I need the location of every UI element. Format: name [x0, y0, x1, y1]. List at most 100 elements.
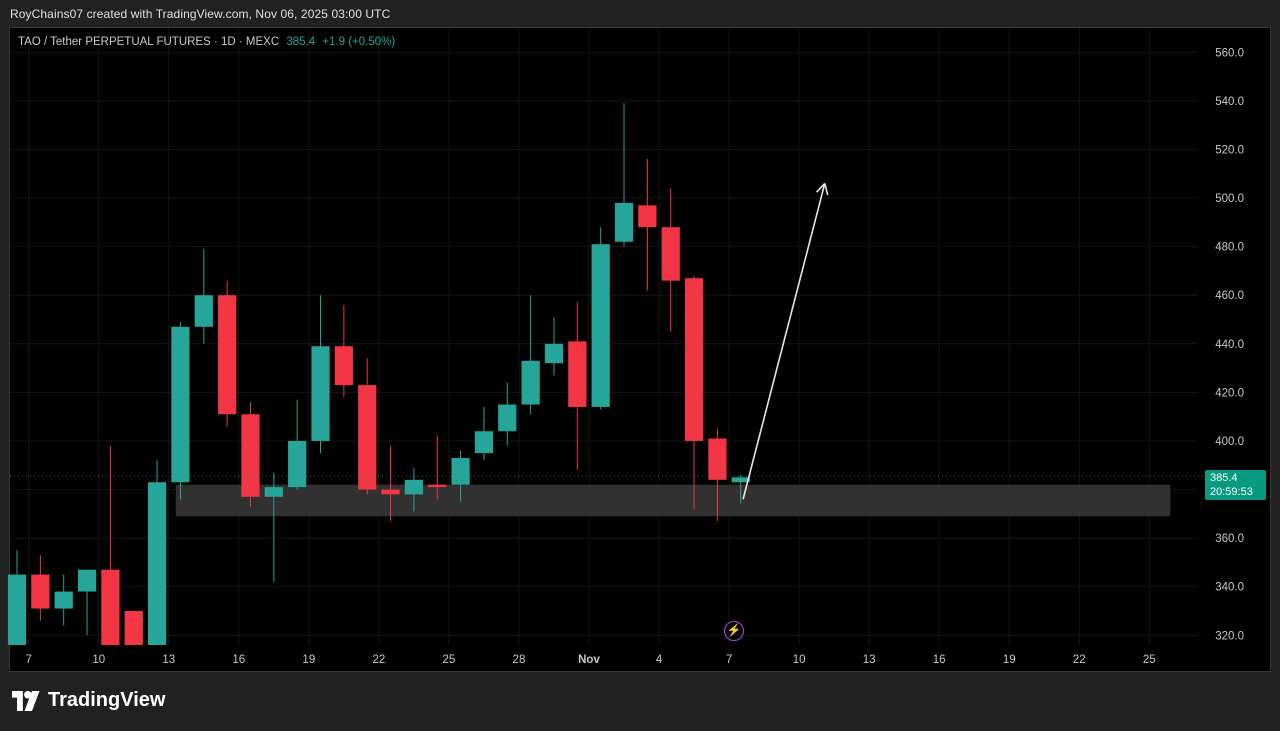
x-tick-label: 10 — [92, 654, 105, 666]
candle — [218, 280, 237, 427]
candle — [451, 450, 470, 502]
candles — [7, 103, 750, 645]
candle-body — [474, 431, 494, 454]
candle-body — [194, 295, 213, 327]
candle — [334, 304, 353, 398]
y-tick-label: 400.0 — [1215, 436, 1244, 448]
arrow-shaft — [742, 183, 826, 500]
candle — [404, 467, 423, 512]
y-tick-label: 520.0 — [1215, 144, 1244, 156]
time-axis: 7 10 13 16 19 22 25 28 Nov 4 7 10 13 16 19 22 25 — [25, 654, 1155, 666]
y-tick-label: 360.0 — [1215, 533, 1244, 545]
candle-body — [7, 574, 27, 645]
price-tag-price: 385.4 — [1210, 472, 1238, 484]
candle — [521, 295, 540, 415]
candle — [684, 275, 704, 509]
candle-body — [428, 484, 447, 488]
candle — [638, 159, 657, 291]
symbol-legend[interactable]: TAO / Tether PERPETUAL FUTURES · 1D · ME… — [18, 36, 395, 48]
support-zone — [175, 484, 1171, 517]
y-tick-label: 460.0 — [1215, 290, 1244, 302]
x-tick-label: 16 — [933, 654, 946, 666]
x-tick-label: 19 — [1003, 654, 1016, 666]
candle-body — [54, 591, 73, 609]
candle — [614, 103, 634, 247]
candle — [661, 188, 680, 332]
y-tick-label: 500.0 — [1215, 193, 1244, 205]
candle-body — [171, 326, 190, 483]
candle-body — [521, 360, 540, 405]
y-tick-label: 560.0 — [1215, 47, 1244, 59]
projection-arrow — [742, 182, 829, 500]
candle-body — [31, 574, 50, 609]
symbol-title: TAO / Tether PERPETUAL FUTURES · 1D · ME… — [18, 36, 280, 48]
x-tick-label: Nov — [578, 654, 600, 666]
candle — [241, 402, 260, 507]
support-zone-rect — [175, 484, 1171, 517]
candle — [124, 610, 143, 645]
candle-body — [334, 346, 353, 386]
candle-body — [731, 477, 750, 483]
arrow-head — [815, 182, 826, 193]
candle-body — [241, 414, 260, 497]
candle-body — [684, 278, 704, 441]
candle-body — [264, 487, 283, 497]
last-price-value: 385.4 — [286, 36, 316, 48]
candle — [708, 428, 727, 522]
candle-body — [147, 482, 167, 645]
candle-body — [544, 343, 564, 364]
candle-body — [358, 385, 377, 490]
candle — [147, 460, 167, 645]
candle — [264, 472, 283, 582]
attribution-text: RoyChains07 created with TradingView.com… — [10, 7, 391, 21]
y-tick-label: 340.0 — [1215, 582, 1244, 594]
x-tick-label: 22 — [372, 654, 385, 666]
candle-body — [591, 244, 610, 407]
x-tick-label: 4 — [656, 654, 663, 666]
candle — [194, 249, 213, 344]
y-tick-label: 540.0 — [1215, 96, 1244, 108]
candle-body — [288, 440, 307, 488]
tradingview-brand[interactable]: TradingView — [12, 689, 165, 712]
candle-body — [661, 227, 680, 281]
x-tick-label: 16 — [232, 654, 245, 666]
candle — [498, 382, 517, 446]
x-tick-label: 13 — [162, 654, 175, 666]
x-tick-label: 19 — [302, 654, 315, 666]
candle-body — [614, 202, 634, 242]
y-tick-label: 420.0 — [1215, 387, 1244, 399]
x-tick-label: 10 — [793, 654, 806, 666]
price-change-value: +1.9 (+0.50%) — [322, 36, 396, 48]
candle-body — [708, 438, 727, 480]
candle-body — [77, 569, 97, 592]
candle — [54, 574, 73, 626]
y-tick-label: 320.0 — [1215, 630, 1244, 642]
price-tag: 385.4 20:59:53 — [1205, 470, 1266, 500]
brand-name: TradingView — [48, 689, 166, 711]
x-tick-label: 25 — [1143, 654, 1156, 666]
x-tick-label: 13 — [863, 654, 876, 666]
y-tick-label: 440.0 — [1215, 339, 1244, 351]
candle — [731, 474, 750, 505]
candle — [31, 555, 50, 621]
x-tick-label: 25 — [443, 654, 456, 666]
price-tag-countdown: 20:59:53 — [1210, 486, 1253, 498]
candle — [428, 436, 447, 500]
candle — [591, 227, 610, 410]
x-tick-label: 22 — [1073, 654, 1086, 666]
arrow-head — [824, 183, 829, 196]
candle-body — [568, 341, 587, 407]
candle-body — [451, 457, 470, 485]
candle — [77, 569, 97, 636]
candle — [381, 445, 400, 522]
candle — [101, 445, 120, 645]
candle-body — [218, 295, 237, 415]
candle-body — [101, 569, 120, 645]
x-tick-label: 7 — [25, 654, 31, 666]
lightning-icon[interactable]: ⚡ — [724, 621, 744, 641]
candle — [568, 302, 587, 471]
candle-body — [311, 346, 330, 441]
tradingview-logo-icon — [12, 690, 40, 711]
candle-body — [381, 489, 400, 495]
